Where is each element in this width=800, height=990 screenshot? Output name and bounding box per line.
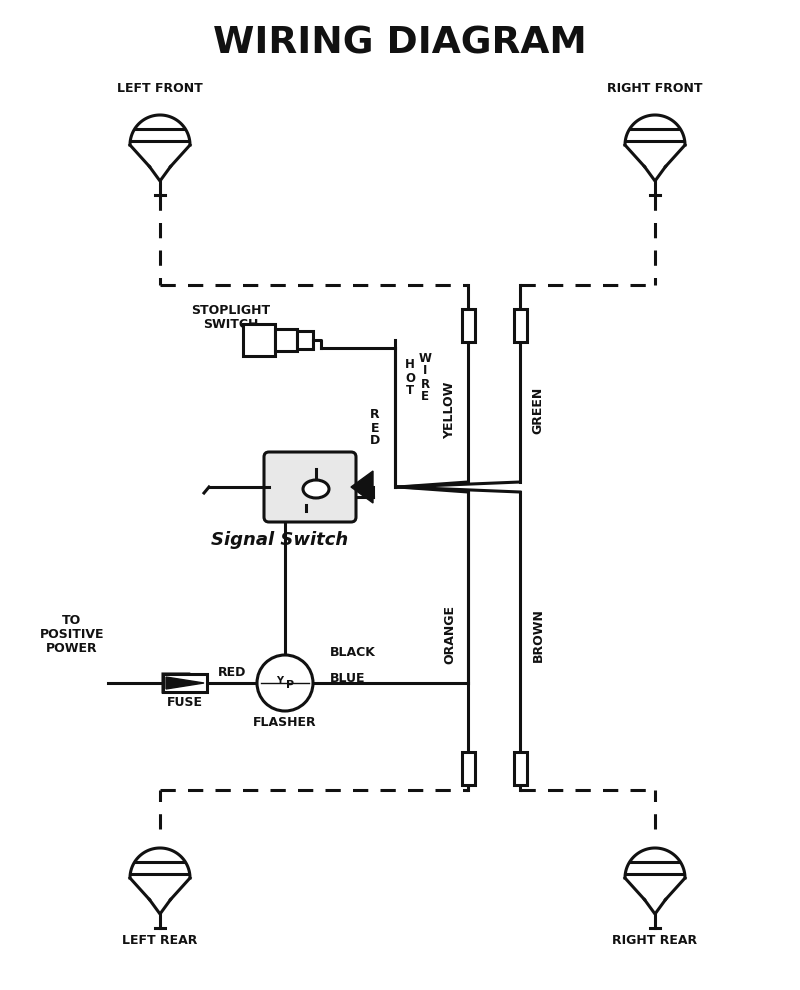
- Bar: [163, 674, 207, 692]
- Text: RIGHT REAR: RIGHT REAR: [613, 934, 698, 946]
- Text: Signal Switch: Signal Switch: [211, 531, 349, 549]
- Bar: [297, 331, 313, 349]
- Polygon shape: [351, 471, 373, 503]
- Text: T: T: [406, 384, 414, 398]
- Text: E: E: [370, 422, 379, 435]
- Text: POSITIVE: POSITIVE: [40, 628, 104, 641]
- Bar: [243, 324, 275, 356]
- Bar: [462, 751, 474, 784]
- Text: O: O: [405, 371, 415, 384]
- Text: E: E: [421, 390, 429, 404]
- Text: R: R: [370, 409, 380, 422]
- Text: BLUE: BLUE: [330, 671, 366, 684]
- Text: YELLOW: YELLOW: [443, 381, 457, 439]
- Text: TO: TO: [62, 614, 82, 627]
- Text: STOPLIGHT: STOPLIGHT: [191, 304, 270, 317]
- Text: H: H: [405, 358, 415, 371]
- Polygon shape: [166, 677, 204, 689]
- Bar: [275, 329, 297, 351]
- Text: GREEN: GREEN: [531, 386, 545, 434]
- Bar: [514, 751, 526, 784]
- Text: RIGHT FRONT: RIGHT FRONT: [607, 81, 702, 94]
- FancyArrow shape: [163, 674, 207, 692]
- Ellipse shape: [303, 480, 329, 498]
- Text: ORANGE: ORANGE: [443, 606, 457, 664]
- Circle shape: [257, 655, 313, 711]
- Text: W: W: [418, 351, 431, 364]
- Text: LEFT FRONT: LEFT FRONT: [117, 81, 203, 94]
- Text: FLASHER: FLASHER: [253, 717, 317, 730]
- Text: RED: RED: [218, 666, 246, 679]
- Text: POWER: POWER: [46, 642, 98, 654]
- Bar: [514, 309, 526, 342]
- Text: BLACK: BLACK: [330, 646, 376, 659]
- Text: FUSE: FUSE: [167, 696, 203, 709]
- Text: LEFT REAR: LEFT REAR: [122, 934, 198, 946]
- Text: Y: Y: [277, 676, 283, 686]
- Bar: [462, 309, 474, 342]
- Text: D: D: [370, 435, 380, 447]
- Text: I: I: [423, 364, 427, 377]
- Text: SWITCH: SWITCH: [203, 319, 258, 332]
- Text: P: P: [286, 680, 294, 690]
- Text: R: R: [421, 377, 430, 390]
- FancyBboxPatch shape: [264, 452, 356, 522]
- Text: BROWN: BROWN: [531, 608, 545, 662]
- Text: WIRING DIAGRAM: WIRING DIAGRAM: [213, 26, 587, 62]
